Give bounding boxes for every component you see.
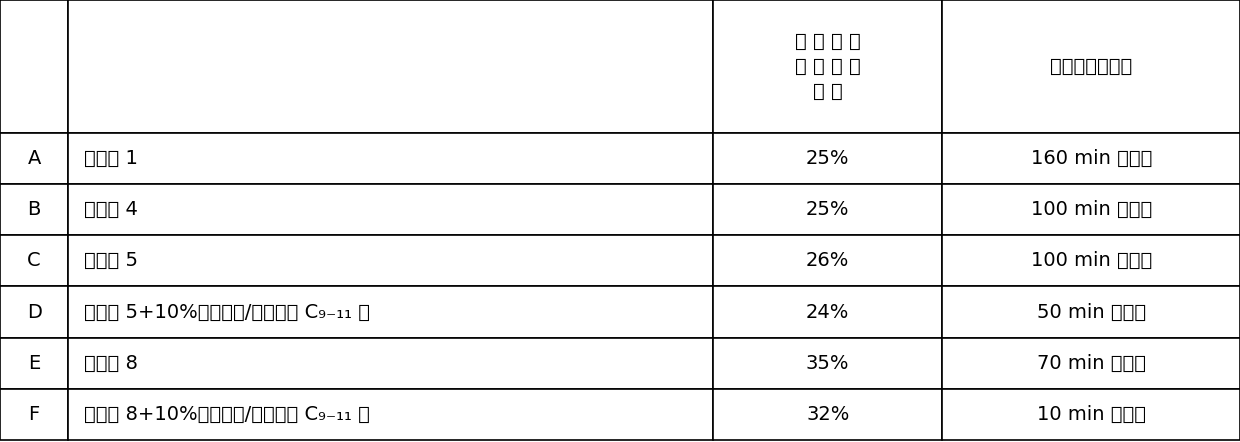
Bar [68, 286, 713, 338]
Text: 溶解时间（分）: 溶解时间（分） [1050, 57, 1132, 76]
Text: 10 min 内溶解: 10 min 内溶解 [1037, 405, 1146, 424]
Text: 样 品 中 存
在 的 有 机
溶 剂: 样 品 中 存 在 的 有 机 溶 剂 [795, 32, 861, 101]
Bar [0, 0, 68, 133]
Bar [713, 389, 942, 440]
Bar [68, 184, 713, 235]
Text: 实施例 5+10%乙氧基化/丙氧基化 C₉₋₁₁ 醇: 实施例 5+10%乙氧基化/丙氧基化 C₉₋₁₁ 醇 [84, 303, 371, 321]
Text: 比较例 1: 比较例 1 [84, 149, 138, 168]
Text: 50 min 内溶解: 50 min 内溶解 [1037, 303, 1146, 321]
Text: 实施例 4: 实施例 4 [84, 200, 138, 219]
Text: D: D [27, 303, 41, 321]
Bar [0, 133, 68, 184]
Bar [68, 0, 713, 133]
Text: C: C [27, 251, 41, 270]
Text: 160 min 内溶解: 160 min 内溶解 [1030, 149, 1152, 168]
Bar [942, 0, 1240, 133]
Bar [713, 235, 942, 286]
Bar [942, 389, 1240, 440]
Bar [68, 338, 713, 389]
Bar [0, 184, 68, 235]
Bar [942, 286, 1240, 338]
Bar [713, 286, 942, 338]
Bar [68, 133, 713, 184]
Bar [713, 184, 942, 235]
Bar [942, 184, 1240, 235]
Text: F: F [29, 405, 40, 424]
Text: 70 min 内溶解: 70 min 内溶解 [1037, 354, 1146, 373]
Text: A: A [27, 149, 41, 168]
Text: 实施例 8+10%乙氧基化/丙氧基化 C₉₋₁₁ 醇: 实施例 8+10%乙氧基化/丙氧基化 C₉₋₁₁ 醇 [84, 405, 371, 424]
Bar [713, 338, 942, 389]
Text: 实施例 5: 实施例 5 [84, 251, 139, 270]
Bar [0, 389, 68, 440]
Bar [68, 235, 713, 286]
Text: B: B [27, 200, 41, 219]
Text: 25%: 25% [806, 149, 849, 168]
Text: E: E [29, 354, 40, 373]
Text: 35%: 35% [806, 354, 849, 373]
Bar [0, 338, 68, 389]
Bar [0, 235, 68, 286]
Bar [713, 0, 942, 133]
Bar [713, 133, 942, 184]
Text: 实施例 8: 实施例 8 [84, 354, 138, 373]
Bar [68, 389, 713, 440]
Text: 100 min 内溶解: 100 min 内溶解 [1030, 200, 1152, 219]
Text: 100 min 内溶解: 100 min 内溶解 [1030, 251, 1152, 270]
Bar [942, 133, 1240, 184]
Text: 26%: 26% [806, 251, 849, 270]
Text: 25%: 25% [806, 200, 849, 219]
Bar [942, 235, 1240, 286]
Bar [942, 338, 1240, 389]
Bar [0, 286, 68, 338]
Text: 32%: 32% [806, 405, 849, 424]
Text: 24%: 24% [806, 303, 849, 321]
